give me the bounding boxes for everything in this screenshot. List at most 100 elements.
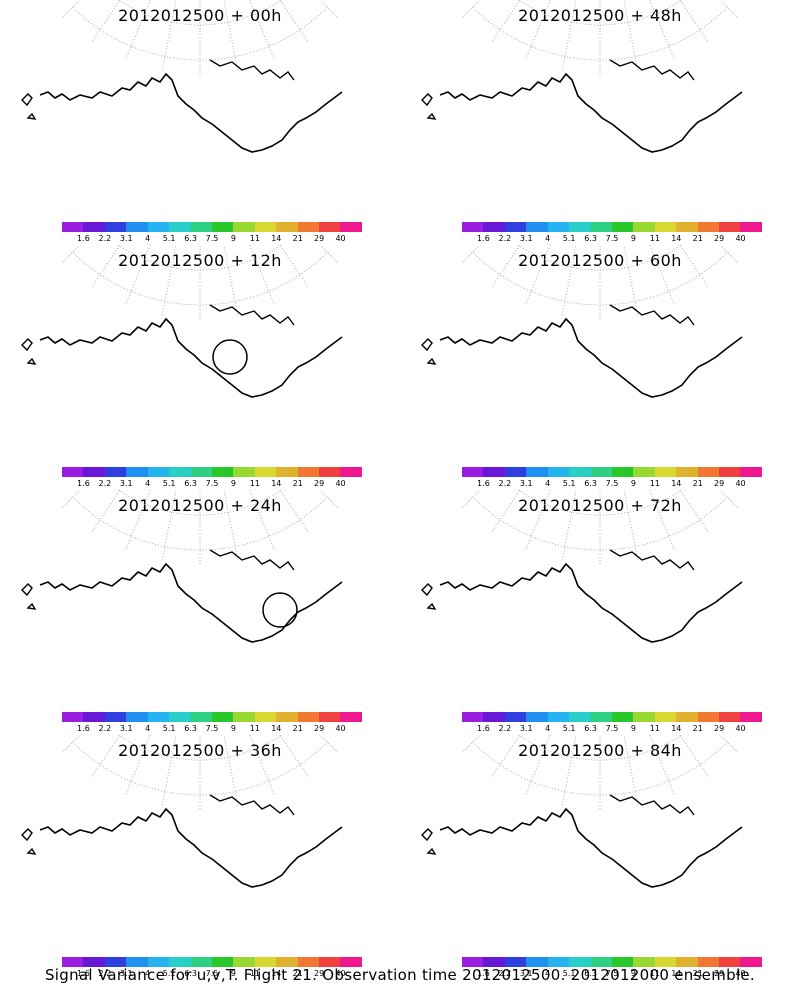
colorbar-cell [462,222,484,232]
longitude-line [679,0,709,43]
colorbar-cell [611,222,634,232]
variance-contour [126,359,174,380]
colorbar-tick-label: 11 [249,969,260,978]
colorbar-cell [147,957,170,967]
coastline [21,828,37,855]
variance-contour [567,88,693,142]
colorbar-cell [276,957,298,967]
colorbar-cell [83,222,105,232]
colorbar-tick-label: 9 [230,234,236,243]
colorbar-cell [104,467,127,477]
colorbar-cell [147,222,170,232]
colorbar-cell [104,957,127,967]
colorbar-cell [676,712,698,722]
panel-title: 2012012500 + 36h [118,741,282,760]
colorbar-cell [340,712,362,722]
colorbar-cell [719,467,741,477]
longitude-line [491,490,521,533]
colorbar-tick-label: 9 [230,724,236,733]
variance-map [421,245,743,398]
colorbar-tick-label: 5.1 [162,969,176,978]
colorbar-cell [676,957,698,967]
colorbar-tick-label: 3.1 [519,479,533,488]
colorbar-cell [590,957,612,967]
colorbar-cell [147,712,170,722]
variance-contour [462,810,725,811]
coastline [209,549,295,571]
observation-circle [212,339,248,375]
longitude-line [125,735,151,796]
latitude-line [118,490,282,516]
colorbar-tick-label: 7.5 [605,969,619,978]
longitude-line [249,0,275,61]
colorbar-cell [211,467,234,477]
colorbar-tick-label: 6.3 [584,234,597,243]
colorbar-tick-label: 11 [649,479,660,488]
variance-contour [500,593,600,637]
colorbar [62,712,362,722]
colorbar-tick-label: 9 [630,969,636,978]
colorbar-cell [740,222,762,232]
colorbar-cell [169,467,191,477]
variance-contour [90,827,231,883]
coastline [439,562,743,643]
variance-contour [607,338,672,372]
colorbar-cell [297,957,320,967]
colorbar-tick-label: 7.5 [205,234,219,243]
variance-contour [99,586,221,635]
latitude-line [72,741,328,796]
colorbar [62,222,362,232]
longitude-line [561,245,577,317]
coastline [421,93,437,120]
colorbar-tick-label: 11 [249,234,260,243]
colorbar-cell [276,467,298,477]
colorbar-cell [676,467,698,477]
colorbar-cell [526,467,548,477]
colorbar-tick-label: 5.1 [162,479,176,488]
figure-caption: Signal Variance for u,v,T. Flight 21. Ob… [44,966,756,984]
colorbar-tick-label: 2.2 [498,724,512,733]
variance-contour [218,588,263,611]
colorbar-tick-label: 29 [714,479,725,488]
colorbar-cell [740,712,762,722]
colorbar-tick-label: 11 [649,234,660,243]
latitude-line [72,496,328,551]
variance-contour [474,86,645,155]
variance-map [421,0,743,155]
variance-contour [114,347,205,383]
coastline [21,583,37,610]
colorbar-cell [126,712,148,722]
colorbar-cell [319,467,341,477]
colorbar-tick-label: 1.6 [77,969,90,978]
colorbar-tick-label: 29 [714,969,725,978]
variance-contour [271,569,300,610]
colorbar-tick-label: 14 [271,479,282,488]
coastline [21,93,37,120]
variance-contour [178,828,282,872]
colorbar-tick-label: 40 [335,234,346,243]
latitude-line [72,6,328,61]
longitude-line [161,735,177,807]
colorbar-tick-label: 3.1 [519,234,533,243]
colorbar-tick-label: 3.1 [119,234,133,243]
variance-contour [178,865,222,886]
colorbar-tick-label: 7.5 [205,724,219,733]
colorbar-cell [547,712,570,722]
longitude-line [223,245,239,317]
colorbar-tick-label: 14 [671,234,682,243]
variance-map [421,735,743,888]
colorbar-tick-label: 4 [545,234,551,243]
colorbar-cell [740,957,762,967]
colorbar-cell [697,957,720,967]
latitude-line [518,245,682,271]
latitude-line [472,251,728,306]
variance-contour [666,316,704,321]
colorbar-tick-label: 4 [145,479,151,488]
colorbar-tick-label: 2.2 [98,724,112,733]
colorbar-cell [340,467,362,477]
colorbar-tick-label: 21 [692,234,703,243]
colorbar-tick-label: 4 [545,969,551,978]
variance-contour [113,844,187,877]
observation-circle [262,592,298,628]
colorbar-tick-label: 1.6 [77,234,90,243]
